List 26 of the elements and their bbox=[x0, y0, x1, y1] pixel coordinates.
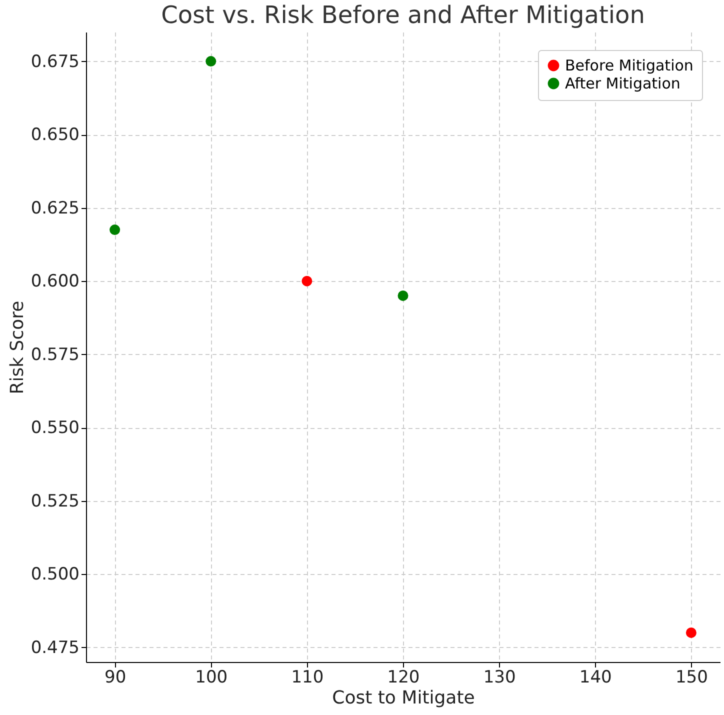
chart-title: Cost vs. Risk Before and After Mitigation bbox=[161, 1, 645, 29]
point bbox=[302, 276, 312, 286]
x-tick-label: 140 bbox=[579, 668, 612, 688]
x-tick-label: 130 bbox=[483, 668, 516, 688]
y-tick-label: 0.675 bbox=[30, 52, 80, 72]
y-tick-label: 0.600 bbox=[30, 272, 80, 292]
y-tick-label: 0.525 bbox=[30, 491, 80, 512]
point bbox=[398, 290, 408, 301]
y-tick-label: 0.650 bbox=[30, 125, 80, 146]
legend-label: Before Mitigation bbox=[565, 56, 694, 74]
y-tick-label: 0.475 bbox=[30, 638, 80, 658]
x-tick-label: 110 bbox=[291, 668, 324, 688]
y-tick-label: 0.550 bbox=[30, 418, 80, 438]
x-tick-label: 100 bbox=[195, 668, 228, 688]
y-tick-label: 0.575 bbox=[30, 344, 80, 365]
point bbox=[206, 56, 216, 67]
x-axis-title: Cost to Mitigate bbox=[332, 688, 475, 708]
legend-label: After Mitigation bbox=[565, 74, 680, 92]
x-tick-label: 150 bbox=[675, 668, 708, 688]
point bbox=[686, 627, 696, 638]
y-tick-label: 0.625 bbox=[30, 198, 80, 218]
y-axis-title: Risk Score bbox=[6, 300, 28, 394]
x-tick-label: 90 bbox=[104, 668, 126, 688]
point bbox=[110, 224, 120, 236]
y-tick-label: 0.500 bbox=[30, 564, 80, 585]
x-tick-label: 120 bbox=[387, 668, 420, 688]
